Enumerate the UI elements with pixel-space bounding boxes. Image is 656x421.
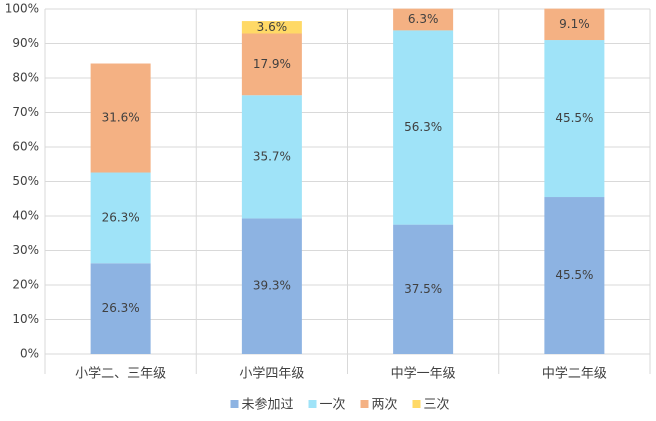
x-tick-label: 小学二、三年级 [75,366,166,382]
y-tick-label: 30% [12,243,39,257]
data-label: 6.3% [408,12,439,26]
legend-label: 未参加过 [242,397,294,413]
y-tick-label: 80% [12,71,39,85]
bar-segment [393,30,454,225]
bar-segment [544,8,605,41]
bar-segment [90,63,151,173]
bar-segment [544,197,605,354]
legend-label: 两次 [372,397,398,413]
data-label: 35.7% [253,149,291,163]
legend-swatch [230,400,239,408]
bar-segment [544,40,605,198]
data-label: 26.3% [102,301,140,315]
y-tick-label: 90% [12,36,39,50]
data-label: 26.3% [102,210,140,224]
y-tick-label: 10% [12,312,39,326]
data-label: 37.5% [404,282,442,296]
y-tick-label: 100% [5,2,39,16]
bar-segment [90,172,151,264]
legend-label: 一次 [320,397,346,413]
data-label: 56.3% [404,120,442,134]
bar-segment [393,224,454,354]
y-tick-label: 60% [12,140,39,154]
data-label: 3.6% [257,20,288,34]
data-label: 39.3% [253,279,291,293]
bar-segment [241,33,302,96]
legend-label: 三次 [424,397,450,413]
x-tick-label: 中学一年级 [391,366,456,382]
y-tick-label: 70% [12,105,39,119]
data-label: 31.6% [102,111,140,125]
y-tick-label: 0% [20,347,39,361]
x-tick-label: 中学二年级 [542,366,607,382]
bar-segment [90,263,151,354]
y-tick-label: 50% [12,174,39,188]
bar-segment [241,95,302,219]
legend-swatch [308,400,317,408]
data-label: 9.1% [559,17,590,31]
x-tick-label: 小学四年级 [239,366,304,382]
bar-segment [393,8,454,31]
bar-segment [241,21,302,34]
bar-segment [241,218,302,354]
legend-swatch [360,400,369,408]
data-label: 45.5% [555,111,593,125]
data-label: 45.5% [555,268,593,282]
y-tick-label: 20% [12,278,39,292]
legend-swatch [412,400,421,408]
data-label: 17.9% [253,57,291,71]
y-tick-label: 40% [12,209,39,223]
